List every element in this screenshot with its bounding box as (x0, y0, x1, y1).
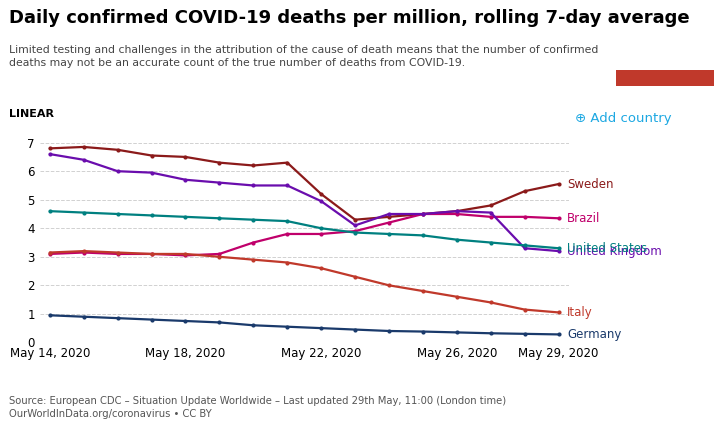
Text: Source: European CDC – Situation Update Worldwide – Last updated 29th May, 11:00: Source: European CDC – Situation Update … (9, 396, 505, 419)
Text: Our World
in Data: Our World in Data (634, 26, 697, 50)
Text: LINEAR: LINEAR (9, 109, 53, 119)
FancyBboxPatch shape (616, 70, 714, 86)
Text: Daily confirmed COVID-19 deaths per million, rolling 7-day average: Daily confirmed COVID-19 deaths per mill… (9, 9, 689, 27)
Text: United States: United States (567, 242, 647, 255)
Text: Brazil: Brazil (567, 212, 600, 225)
Text: Germany: Germany (567, 328, 621, 341)
Text: Sweden: Sweden (567, 178, 613, 190)
Text: Limited testing and challenges in the attribution of the cause of death means th: Limited testing and challenges in the at… (9, 45, 598, 68)
Text: United Kingdom: United Kingdom (567, 244, 662, 258)
Text: Italy: Italy (567, 306, 593, 319)
Text: ⊕ Add country: ⊕ Add country (575, 112, 671, 125)
